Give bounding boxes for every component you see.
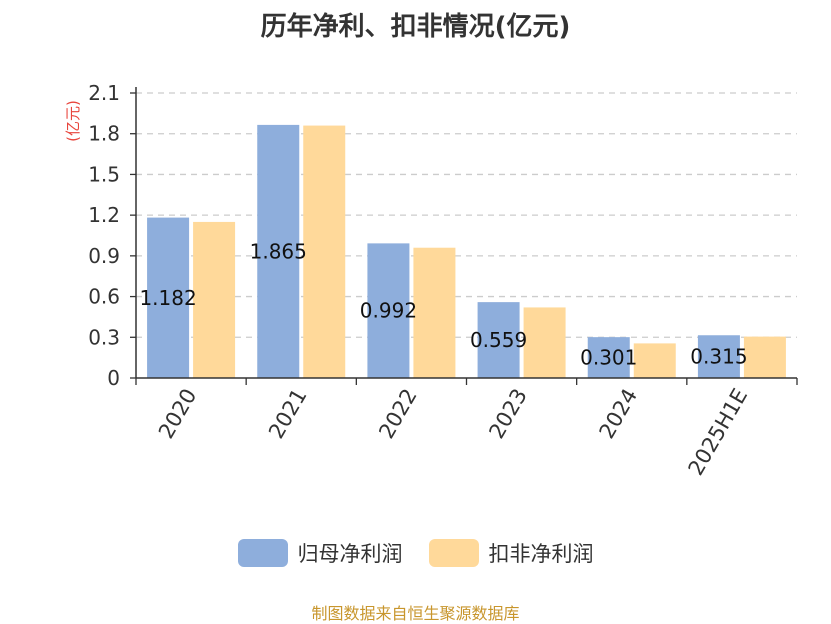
- bar-series-1-2025H1E: [743, 336, 786, 378]
- y-tick-label: 0.9: [88, 244, 120, 268]
- y-tick-label: 1.8: [88, 122, 120, 146]
- x-tick-label: 2024: [595, 385, 643, 443]
- bar-series-1-2024: [633, 343, 676, 378]
- legend-swatch-0: [237, 539, 288, 567]
- data-label: 0.301: [580, 346, 637, 370]
- y-tick-label: 1.5: [88, 162, 120, 186]
- legend-swatch-1: [428, 539, 479, 567]
- bar-series-1-2021: [303, 125, 346, 378]
- x-tick-label: 2023: [484, 385, 532, 443]
- data-label: 0.559: [470, 328, 527, 352]
- x-tick-label: 2021: [264, 385, 312, 443]
- x-tick-label: 2022: [374, 385, 422, 443]
- data-label: 0.992: [360, 299, 417, 323]
- bar-series-0-2025H1E: [697, 335, 740, 378]
- chart-title: 历年净利、扣非情况(亿元): [260, 12, 571, 42]
- legend: 归母净利润 扣非净利润: [0, 538, 831, 568]
- legend-item-series-1[interactable]: 扣非净利润: [428, 538, 594, 568]
- legend-item-series-0[interactable]: 归母净利润: [237, 538, 403, 568]
- bar-series-0-2020: [147, 217, 190, 378]
- y-tick-label: 0: [107, 366, 120, 390]
- bar-series-0-2022: [367, 243, 410, 378]
- bar-series-1-2020: [193, 221, 236, 378]
- legend-label-1: 扣非净利润: [488, 542, 594, 566]
- x-tick-label: 2020: [154, 385, 202, 443]
- bar-series-0-2021: [257, 124, 300, 379]
- bar-series-1-2023: [523, 307, 566, 378]
- legend-label-0: 归母净利润: [297, 542, 403, 566]
- bar-series-1-2022: [413, 247, 456, 378]
- y-tick-label: 2.1: [88, 81, 120, 105]
- y-axis-label: (亿元): [64, 100, 82, 142]
- y-tick-label: 0.6: [88, 285, 120, 309]
- bar-chart: 0 0.3 0.6 0.9 1.2 1.5 1.8 2.1 (亿元) 1.182 1.865 0.99…: [64, 81, 798, 480]
- y-tick-label: 1.2: [88, 203, 120, 227]
- bar-series-0-2023: [477, 302, 520, 378]
- data-label: 1.865: [250, 239, 307, 263]
- y-tick-label: 0.3: [88, 325, 120, 349]
- data-label: 1.182: [139, 286, 196, 310]
- data-source-note: 制图数据来自恒生聚源数据库: [311, 604, 520, 623]
- x-tick-label: 2025H1E: [684, 385, 753, 480]
- data-label: 0.315: [690, 345, 747, 369]
- bar-series-0-2024: [587, 337, 630, 378]
